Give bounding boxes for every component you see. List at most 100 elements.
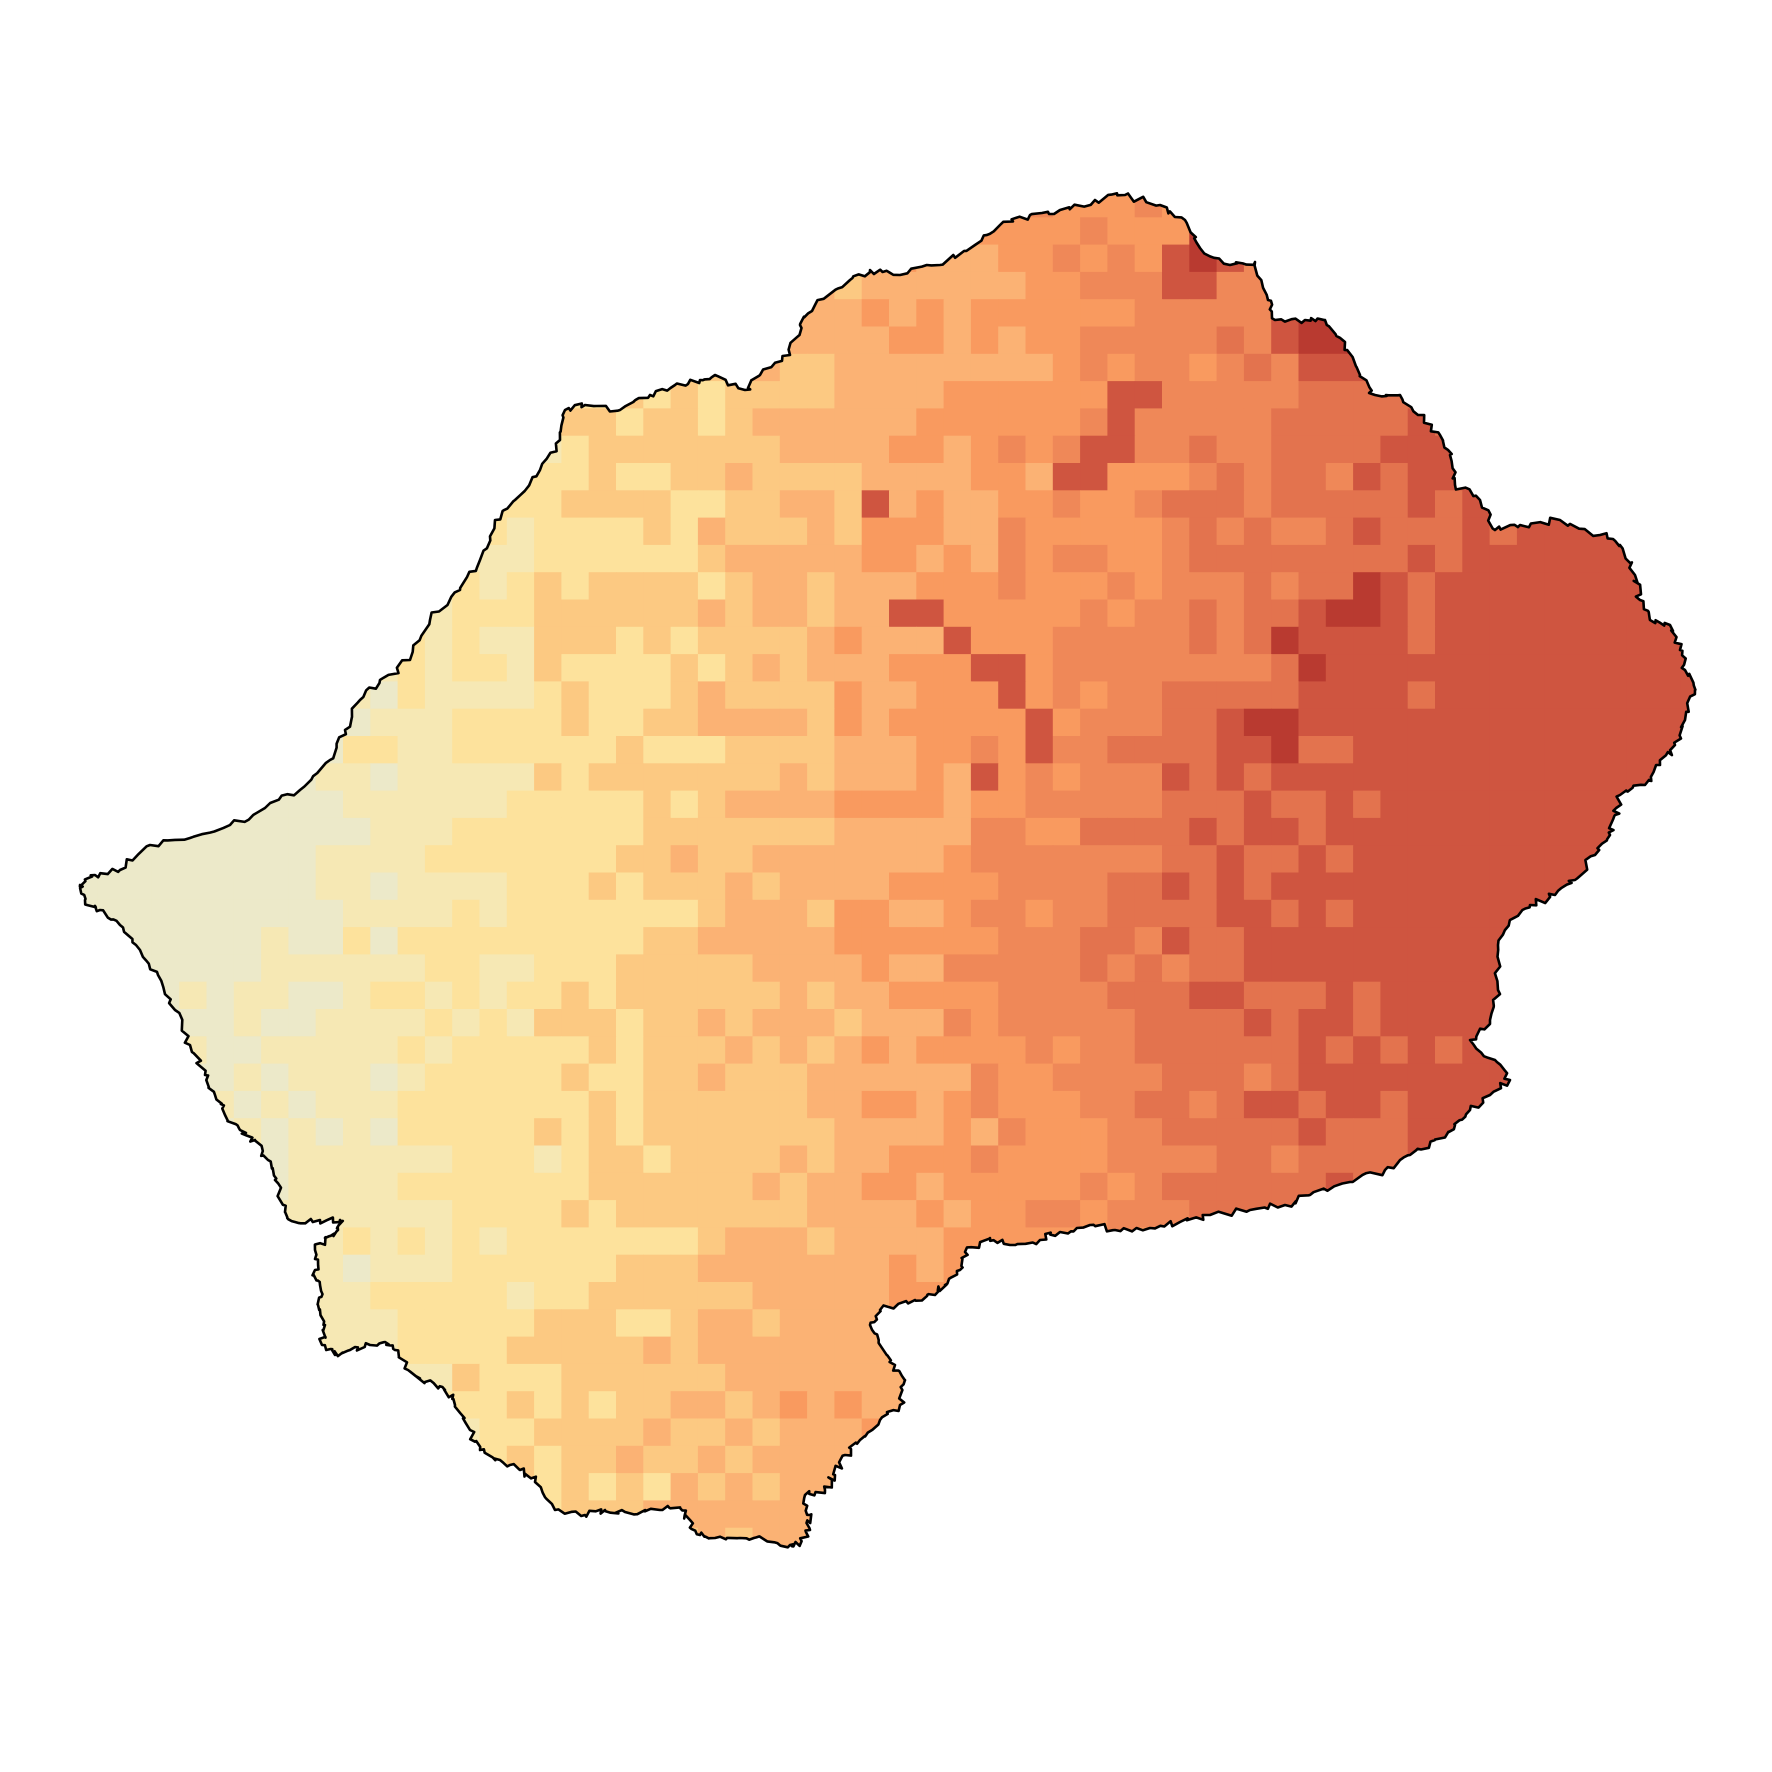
- raster-cell: [752, 572, 781, 601]
- raster-cell: [697, 544, 726, 573]
- raster-cell: [479, 1336, 508, 1365]
- raster-cell: [1353, 599, 1381, 628]
- raster-cell: [315, 927, 344, 955]
- raster-cell: [1380, 463, 1409, 491]
- raster-cell: [588, 981, 617, 1010]
- raster-cell: [315, 1145, 344, 1174]
- raster-cell: [889, 1145, 917, 1174]
- raster-cell: [1052, 490, 1081, 519]
- raster-cell: [998, 544, 1027, 573]
- raster-cell: [506, 1200, 535, 1228]
- raster-cell: [1435, 490, 1463, 519]
- raster-cell: [1052, 572, 1081, 601]
- raster-cell: [861, 1227, 890, 1256]
- raster-cell: [943, 1009, 972, 1037]
- raster-cell: [1107, 381, 1136, 409]
- raster-cell: [1134, 381, 1163, 409]
- raster-cell: [697, 1363, 726, 1392]
- raster-cell: [943, 299, 972, 328]
- raster-cell: [1544, 763, 1573, 792]
- raster-cell: [534, 1172, 562, 1201]
- raster-cell: [1216, 1118, 1245, 1147]
- raster-cell: [506, 1282, 535, 1310]
- raster-cell: [807, 408, 835, 437]
- raster-cell: [1298, 463, 1327, 491]
- raster-cell: [1134, 1145, 1163, 1174]
- raster-cell: [1435, 708, 1463, 737]
- raster-cell: [343, 1200, 371, 1228]
- raster-cell: [970, 1200, 999, 1228]
- raster-cell: [998, 299, 1027, 328]
- raster-cell: [1189, 817, 1218, 846]
- raster-cell: [370, 1090, 399, 1119]
- raster-cell: [834, 1009, 863, 1037]
- raster-cell: [697, 817, 726, 846]
- raster-cell: [1216, 544, 1245, 573]
- raster-cell: [1080, 599, 1108, 628]
- raster-cell: [1353, 790, 1381, 819]
- raster-cell: [1189, 544, 1218, 573]
- raster-cell: [1080, 736, 1108, 764]
- raster-cell: [725, 790, 754, 819]
- raster-cell: [1353, 408, 1381, 437]
- raster-cell: [889, 626, 917, 655]
- raster-cell: [452, 1009, 481, 1037]
- raster-cell: [1353, 872, 1381, 901]
- raster-cell: [452, 1309, 481, 1338]
- raster-cell: [479, 1172, 508, 1201]
- raster-cell: [1271, 654, 1300, 682]
- raster-cell: [1243, 1145, 1272, 1174]
- raster-cell: [1407, 981, 1436, 1010]
- raster-cell: [1162, 790, 1190, 819]
- raster-cell: [916, 708, 945, 737]
- raster-cell: [861, 681, 890, 710]
- raster-cell: [725, 1009, 754, 1037]
- raster-cell: [889, 381, 917, 409]
- raster-cell: [506, 1118, 535, 1147]
- raster-cell: [643, 1227, 672, 1256]
- raster-cell: [1243, 381, 1272, 409]
- raster-cell: [1052, 927, 1081, 955]
- raster-cell: [1162, 654, 1190, 682]
- raster-cell: [834, 299, 863, 328]
- raster-cell: [697, 463, 726, 491]
- raster-cell: [1216, 927, 1245, 955]
- raster-cell: [1325, 681, 1354, 710]
- raster-cell: [752, 599, 781, 628]
- raster-cell: [561, 572, 590, 601]
- raster-cell: [752, 1336, 781, 1365]
- raster-cell: [1189, 845, 1218, 874]
- raster-cell: [1516, 763, 1545, 792]
- raster-cell: [616, 1036, 644, 1065]
- raster-cell: [970, 435, 999, 464]
- raster-cell: [1407, 872, 1436, 901]
- raster-cell: [643, 1445, 672, 1474]
- raster-cell: [1189, 763, 1218, 792]
- raster-cell: [1134, 1063, 1163, 1092]
- raster-cell: [1107, 817, 1136, 846]
- raster-cell: [1435, 654, 1463, 682]
- raster-cell: [1243, 353, 1272, 382]
- raster-cell: [506, 517, 535, 546]
- raster-cell: [1025, 463, 1054, 491]
- raster-cell: [1052, 872, 1081, 901]
- raster-cell: [1162, 463, 1190, 491]
- raster-cell: [1162, 626, 1190, 655]
- raster-cell: [1407, 845, 1436, 874]
- raster-cell: [424, 1172, 453, 1201]
- raster-cell: [1025, 899, 1054, 928]
- raster-cell: [1025, 490, 1054, 519]
- raster-cell: [970, 817, 999, 846]
- raster-cell: [1271, 572, 1300, 601]
- raster-cell: [1325, 736, 1354, 764]
- raster-cell: [424, 681, 453, 710]
- raster-cell: [861, 899, 890, 928]
- raster-cell: [397, 927, 426, 955]
- raster-cell: [561, 654, 590, 682]
- raster-cell: [506, 736, 535, 764]
- raster-cell: [1052, 1200, 1081, 1228]
- raster-cell: [506, 708, 535, 737]
- raster-cell: [1544, 544, 1573, 573]
- raster-cell: [1243, 1118, 1272, 1147]
- raster-cell: [697, 1036, 726, 1065]
